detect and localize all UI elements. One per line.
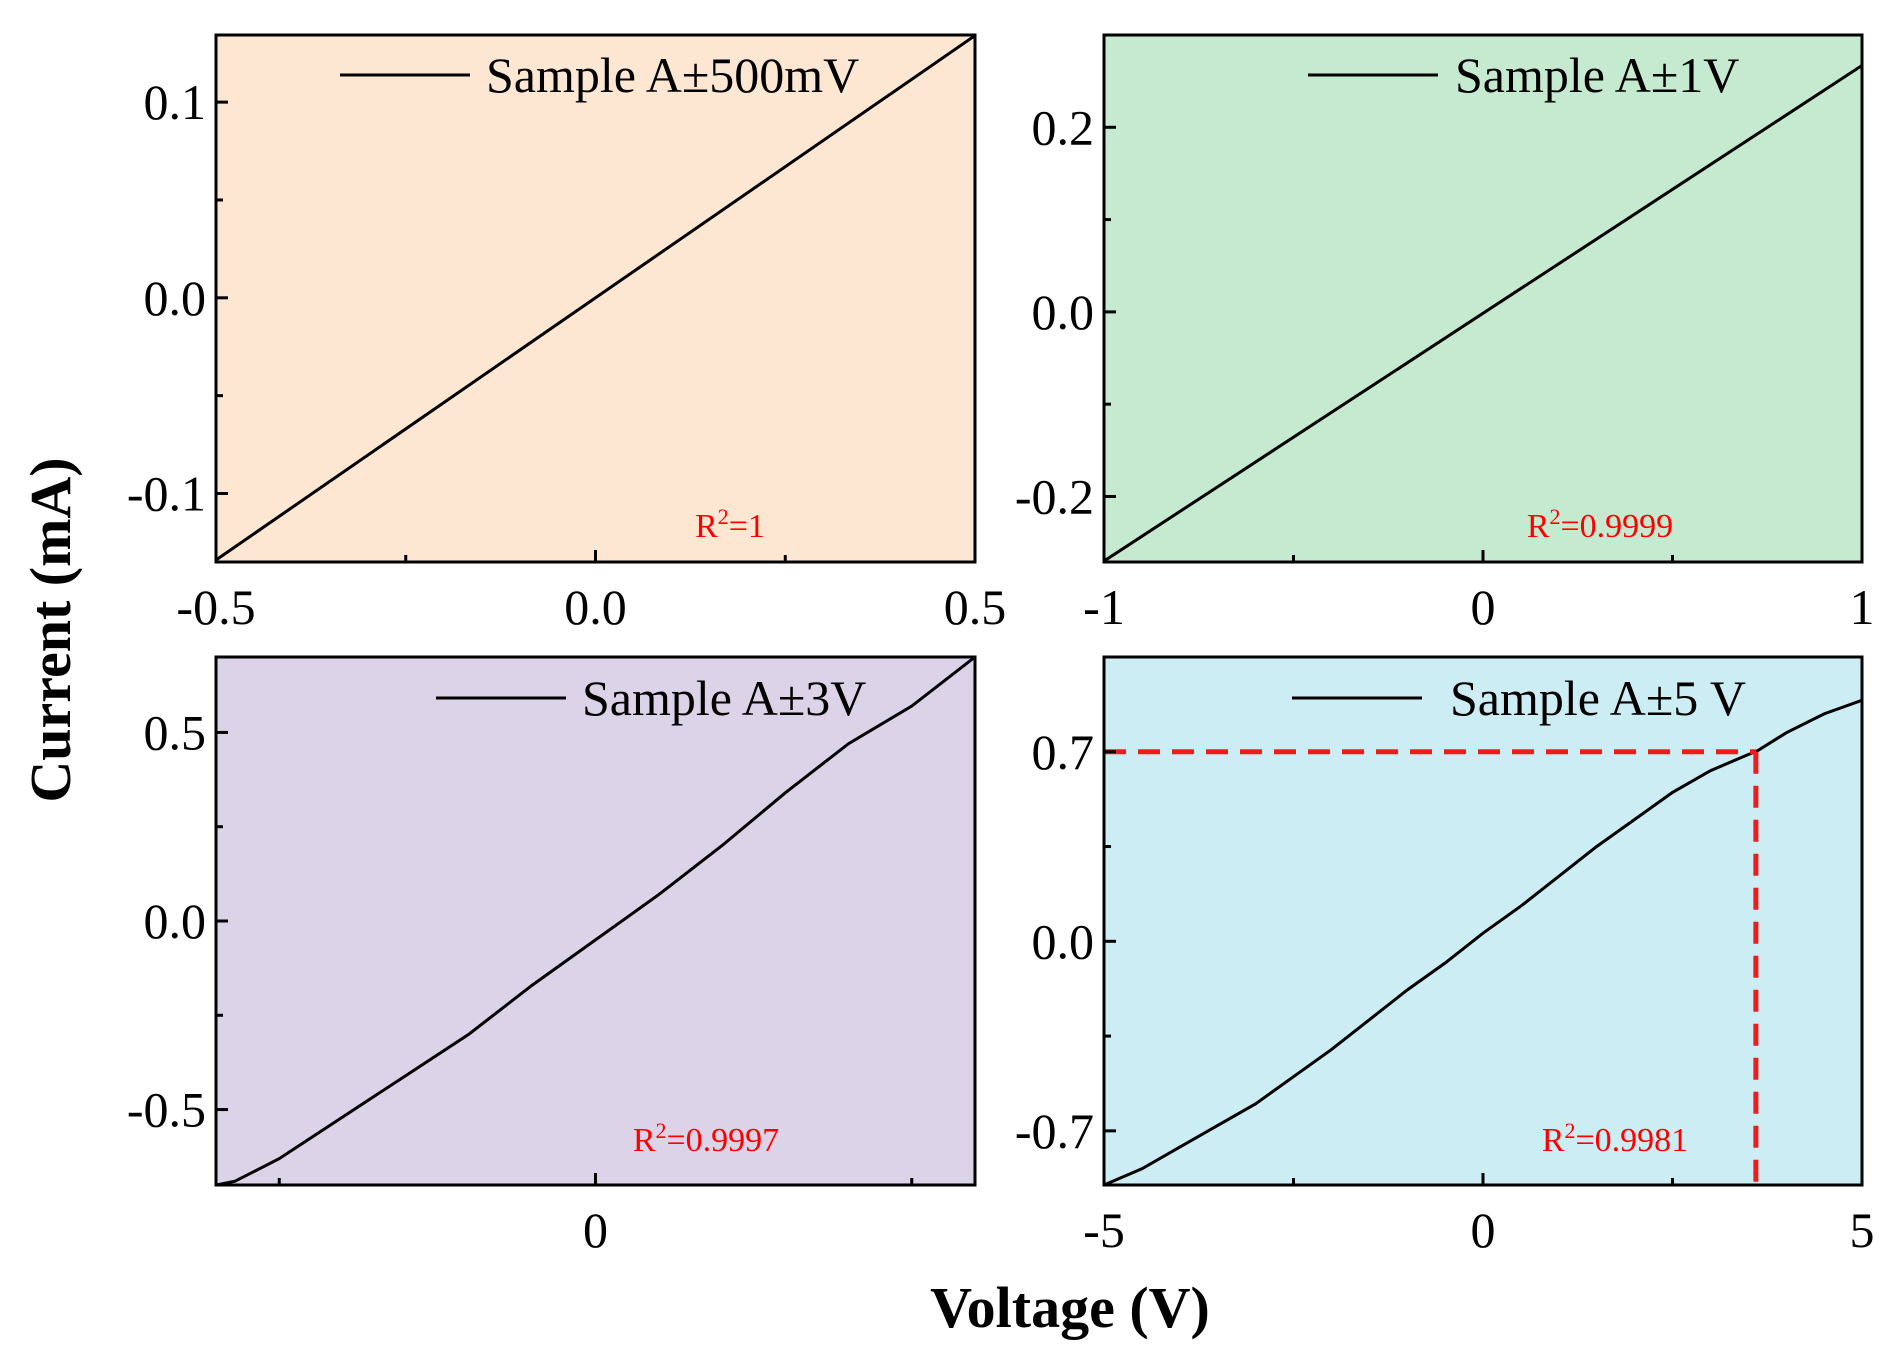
r-squared-annotation: R2=1 xyxy=(695,504,765,545)
plot-background xyxy=(1104,35,1862,562)
plot-background xyxy=(1104,657,1862,1185)
x-tick-label: 5 xyxy=(1850,1202,1875,1258)
y-tick-label: 0.0 xyxy=(144,893,207,949)
r-squared-annotation: R2=0.9997 xyxy=(633,1118,779,1159)
legend-label: Sample A±5 V xyxy=(1450,670,1746,726)
y-tick-label: 0.2 xyxy=(1032,99,1095,155)
y-tick-label: -0.5 xyxy=(127,1082,206,1138)
x-tick-label: -1 xyxy=(1083,579,1125,635)
x-tick-label: 1 xyxy=(1850,579,1875,635)
legend-label: Sample A±1V xyxy=(1455,47,1739,103)
x-tick-label: 0 xyxy=(1471,1202,1496,1258)
data-line xyxy=(1104,64,1862,562)
x-tick-label: 0 xyxy=(1471,579,1496,635)
y-tick-label: -0.1 xyxy=(127,466,206,522)
x-tick-label: 0 xyxy=(583,1202,608,1258)
y-tick-label: -0.2 xyxy=(1015,468,1094,524)
x-axis-label: Voltage (V) xyxy=(930,1275,1210,1340)
y-axis-label: Current (mA) xyxy=(18,457,83,802)
y-tick-label: 0.5 xyxy=(144,704,207,760)
panel-bottom-right: -5 0 5 -0.7 0.0 0.7 Sample A±5 V R2=0.9981 xyxy=(1015,655,1875,1258)
r-squared-annotation: R2=0.9981 xyxy=(1542,1118,1688,1159)
panel-top-left: -0.5 0.0 0.5 -0.1 0.0 0.1 Sample A±500mV R2=1 xyxy=(127,33,1007,635)
y-tick-label: 0.0 xyxy=(1032,913,1095,969)
legend-label: Sample A±3V xyxy=(582,670,866,726)
legend-label: Sample A±500mV xyxy=(486,47,859,103)
x-tick-label: -5 xyxy=(1083,1202,1125,1258)
data-line xyxy=(216,657,975,1185)
x-tick-label: 0.0 xyxy=(564,579,627,635)
y-tick-label: 0.1 xyxy=(144,74,207,130)
r-squared-annotation: R2=0.9999 xyxy=(1527,504,1673,545)
y-tick-label: 0.0 xyxy=(144,270,207,326)
y-tick-label: 0.0 xyxy=(1032,284,1095,340)
x-tick-label: -0.5 xyxy=(176,579,255,635)
y-tick-label: 0.7 xyxy=(1032,724,1095,780)
y-tick-label: -0.7 xyxy=(1015,1103,1094,1159)
data-line xyxy=(216,35,975,562)
panel-top-right: -1 0 1 -0.2 0.0 0.2 Sample A±1V R2=0.9999 xyxy=(1015,33,1875,635)
panel-bottom-left: 0 -0.5 0.0 0.5 Sample A±3V R2=0.9997 xyxy=(127,655,977,1258)
x-tick-label: 0.5 xyxy=(944,579,1007,635)
